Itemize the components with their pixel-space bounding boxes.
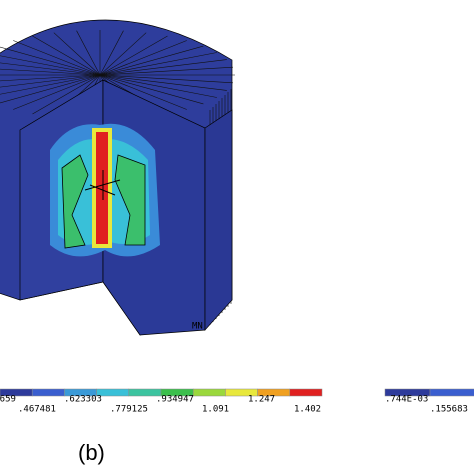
legend-label: 1.402 (294, 405, 321, 415)
mesh-line (99, 30, 124, 76)
mesh-line (99, 32, 147, 76)
mesh-line (0, 62, 101, 76)
panel-label: (b) (78, 440, 105, 465)
legend-label: .779125 (110, 405, 148, 415)
mesh-line (99, 66, 233, 76)
mesh-line (0, 74, 101, 82)
mesh-line (99, 74, 217, 98)
mesh-line (99, 52, 217, 76)
legend-swatch (289, 388, 323, 397)
legend-label: 1.091 (202, 405, 229, 415)
side-strip (204, 109, 233, 331)
mesh-line (99, 59, 227, 76)
mesh-line (0, 74, 101, 88)
legend-label: .467481 (18, 405, 56, 415)
legend-label: .744E-03 (385, 395, 428, 405)
mesh-line (0, 68, 101, 76)
mesh-line (99, 74, 233, 84)
mesh-line (76, 30, 101, 76)
legend-bar: .155659.467481 .623303 .779125 .934947 1.091… (0, 388, 323, 415)
mesh-line (13, 40, 101, 76)
mesh-line (99, 35, 168, 76)
mesh-line (32, 35, 101, 76)
contour-green-left (61, 154, 89, 249)
mesh-line (13, 74, 101, 110)
legend-swatch (192, 388, 226, 397)
legend-label: .155659 (0, 395, 16, 405)
contour (50, 123, 160, 257)
legend-swatch (31, 388, 65, 397)
mesh-line (99, 45, 204, 76)
legend-label: .934947 (156, 395, 194, 405)
legend-label: .623303 (64, 395, 102, 405)
mesh-line (0, 74, 101, 104)
legend-bar-second: .744E-03.155683 (384, 388, 474, 415)
legend-label: 1.247 (248, 395, 275, 405)
axis-triad (84, 170, 121, 200)
mesh-line (32, 74, 101, 115)
legend-label: .155683 (430, 405, 468, 415)
node-label: MN (192, 322, 203, 332)
mesh-line (99, 74, 204, 105)
mesh-line (99, 74, 227, 91)
mesh-line (0, 74, 101, 95)
legend-swatch (429, 388, 474, 397)
mesh-line (99, 74, 187, 110)
contour-red (96, 132, 108, 244)
mesh-line (53, 32, 101, 76)
contour-green-right (114, 154, 146, 246)
mesh-line (0, 46, 101, 76)
mesh-line (0, 55, 101, 76)
mesh-line (99, 40, 187, 76)
